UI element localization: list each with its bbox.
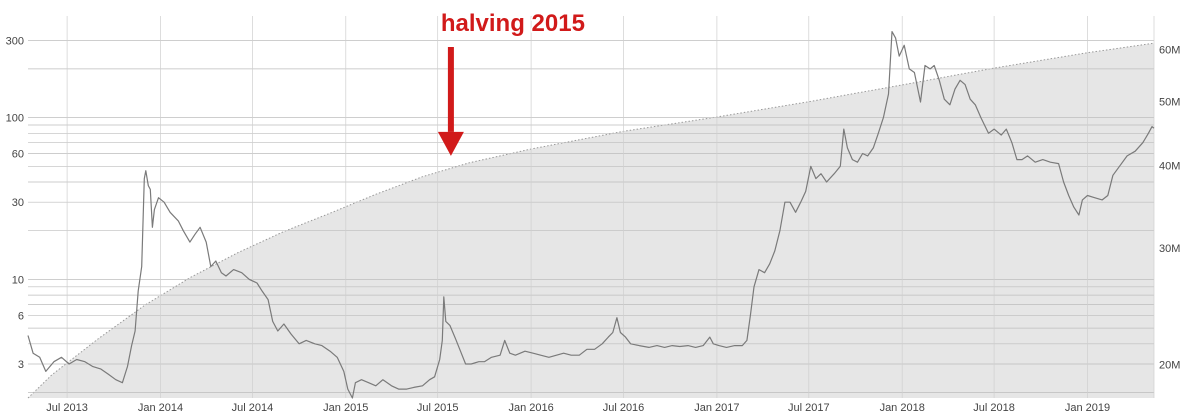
halving-annotation-label: halving 2015 — [441, 10, 585, 37]
supply-area-layer — [27, 42, 1155, 399]
annotation-arrow-head — [437, 131, 464, 156]
x-tick-label: Jul 2017 — [788, 402, 830, 414]
y-tick-label: 10 — [12, 274, 24, 286]
grid-layer — [28, 16, 1155, 398]
price-line — [27, 31, 1155, 399]
axis-labels-layer: 3 6 10 30 60 100 300 20M 30M 40M 50M 60M Jul 2013 Jan… — [6, 35, 1181, 414]
y2-tick-label: 40M — [1159, 161, 1180, 173]
annotation-arrow-shaft — [447, 47, 454, 132]
x-tick-label: Jul 2018 — [973, 402, 1015, 414]
y-tick-label: 100 — [6, 113, 24, 125]
x-tick-label: Jan 2019 — [1065, 402, 1110, 414]
y-tick-label: 3 — [18, 359, 24, 371]
y-tick-label: 60 — [12, 149, 24, 161]
x-tick-label: Jan 2017 — [694, 402, 739, 414]
y2-tick-label: 30M — [1159, 243, 1180, 255]
x-tick-label: Jul 2013 — [46, 402, 88, 414]
y2-tick-label: 60M — [1159, 44, 1180, 56]
price-line-layer — [27, 31, 1155, 399]
supply-dotted-line — [27, 42, 1155, 399]
x-tick-label: Jul 2016 — [603, 402, 645, 414]
y2-tick-label: 20M — [1159, 360, 1180, 372]
y-tick-label: 6 — [18, 310, 24, 322]
x-tick-label: Jan 2015 — [323, 402, 368, 414]
supply-area-fill — [28, 43, 1154, 398]
x-tick-label: Jan 2014 — [138, 402, 183, 414]
y-tick-label: 30 — [12, 197, 24, 209]
annotation-layer: halving 2015 — [437, 9, 586, 156]
y2-tick-label: 50M — [1159, 97, 1180, 109]
x-tick-label: Jan 2018 — [880, 402, 925, 414]
x-tick-label: Jul 2014 — [232, 402, 274, 414]
x-tick-label: Jan 2016 — [508, 402, 553, 414]
x-tick-label: Jul 2015 — [417, 402, 459, 414]
y-tick-label: 300 — [6, 35, 24, 47]
